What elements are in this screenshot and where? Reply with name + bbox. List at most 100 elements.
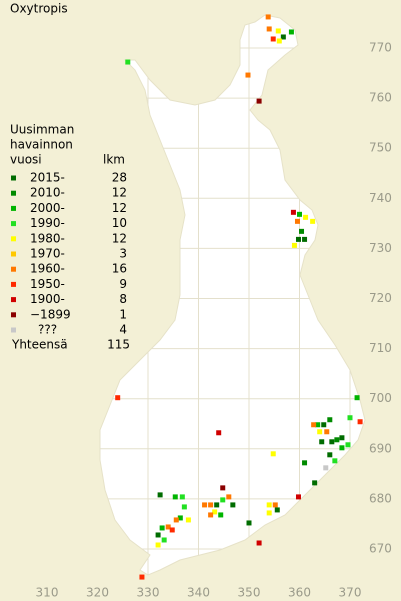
legend-count-header: lkm <box>103 153 125 167</box>
observation <box>226 494 232 500</box>
observation <box>321 422 327 428</box>
legend-swatch <box>11 251 16 257</box>
observation <box>332 458 338 464</box>
observation <box>295 494 301 500</box>
observation <box>319 439 325 445</box>
observation <box>297 211 302 217</box>
observation <box>230 502 236 508</box>
observation <box>345 442 351 448</box>
legend-label: 1980- <box>30 231 65 245</box>
observation <box>310 218 316 224</box>
legend-count: 3 <box>119 247 127 261</box>
observation <box>327 417 333 423</box>
observation <box>220 497 226 503</box>
legend-swatch <box>11 175 16 181</box>
observation <box>214 502 220 508</box>
observation <box>169 527 175 533</box>
observation <box>208 502 214 508</box>
legend-swatch <box>11 221 16 227</box>
observation <box>256 540 262 546</box>
observation <box>302 236 308 242</box>
observation <box>256 98 262 104</box>
y-tick-label: 700 <box>369 391 392 405</box>
observation <box>181 504 187 510</box>
observation <box>139 574 145 580</box>
observation <box>291 242 297 248</box>
observation <box>329 439 335 445</box>
observation <box>317 429 323 435</box>
observation <box>276 38 282 44</box>
legend-header: havainnon <box>10 138 73 152</box>
legend-label: 1900- <box>30 292 65 306</box>
legend-label: ??? <box>38 323 57 337</box>
observation <box>272 502 278 508</box>
observation <box>324 429 330 435</box>
legend-label: 1990- <box>30 216 65 230</box>
observation <box>159 525 165 531</box>
y-tick-label: 680 <box>369 491 392 505</box>
observation <box>265 14 271 20</box>
observation <box>161 537 167 543</box>
observation <box>266 510 272 516</box>
y-tick-label: 720 <box>369 291 392 305</box>
legend-count: 12 <box>112 231 127 245</box>
legend-label: 2015- <box>30 171 65 185</box>
y-tick-label: 710 <box>369 341 392 355</box>
legend-count: 12 <box>112 201 127 215</box>
observation <box>216 430 222 436</box>
x-tick-label: 320 <box>86 586 109 600</box>
observation <box>172 494 178 500</box>
observation <box>270 36 276 42</box>
observation <box>312 480 318 486</box>
y-tick-label: 670 <box>369 542 392 556</box>
title: Oxytropis <box>10 2 68 16</box>
observation <box>179 494 185 500</box>
country-outline <box>99 14 366 576</box>
observation <box>218 512 224 518</box>
x-tick-label: 310 <box>36 586 59 600</box>
observation <box>270 451 276 457</box>
legend-swatch <box>11 205 16 211</box>
legend-total: 115 <box>107 338 130 352</box>
observation <box>299 228 305 234</box>
observation <box>303 214 309 220</box>
legend-swatch <box>11 297 16 303</box>
observation <box>245 72 251 78</box>
y-tick-label: 730 <box>369 241 392 255</box>
observation <box>295 236 301 242</box>
observation <box>339 445 345 451</box>
observation <box>275 28 281 34</box>
observation <box>347 415 353 421</box>
legend-swatch <box>11 312 16 318</box>
observation <box>185 517 191 523</box>
legend-total-label: Yhteensä <box>11 338 68 352</box>
legend-swatch <box>11 266 16 272</box>
observation <box>294 218 300 224</box>
legend-label: 1960- <box>30 262 65 276</box>
observation <box>280 34 286 40</box>
y-tick-label: 750 <box>369 141 392 155</box>
x-tick-label: 340 <box>187 586 210 600</box>
legend-swatch <box>11 327 16 333</box>
observation <box>208 512 214 518</box>
observation <box>315 422 321 428</box>
observation <box>115 395 121 401</box>
legend-label: 1970- <box>30 247 65 261</box>
legend-count: 12 <box>112 186 127 200</box>
legend-count: 8 <box>119 292 127 306</box>
legend-label: 2000- <box>30 201 65 215</box>
legend-label: 2010- <box>30 186 65 200</box>
legend-swatch <box>11 236 16 242</box>
x-tick-label: 360 <box>288 586 311 600</box>
observation <box>311 422 317 428</box>
legend-count: 1 <box>119 307 127 321</box>
y-tick-label: 770 <box>369 41 392 55</box>
observation <box>220 485 226 491</box>
observation <box>266 26 272 32</box>
observations <box>115 14 363 580</box>
observation <box>302 460 308 466</box>
y-tick-label: 690 <box>369 441 392 455</box>
